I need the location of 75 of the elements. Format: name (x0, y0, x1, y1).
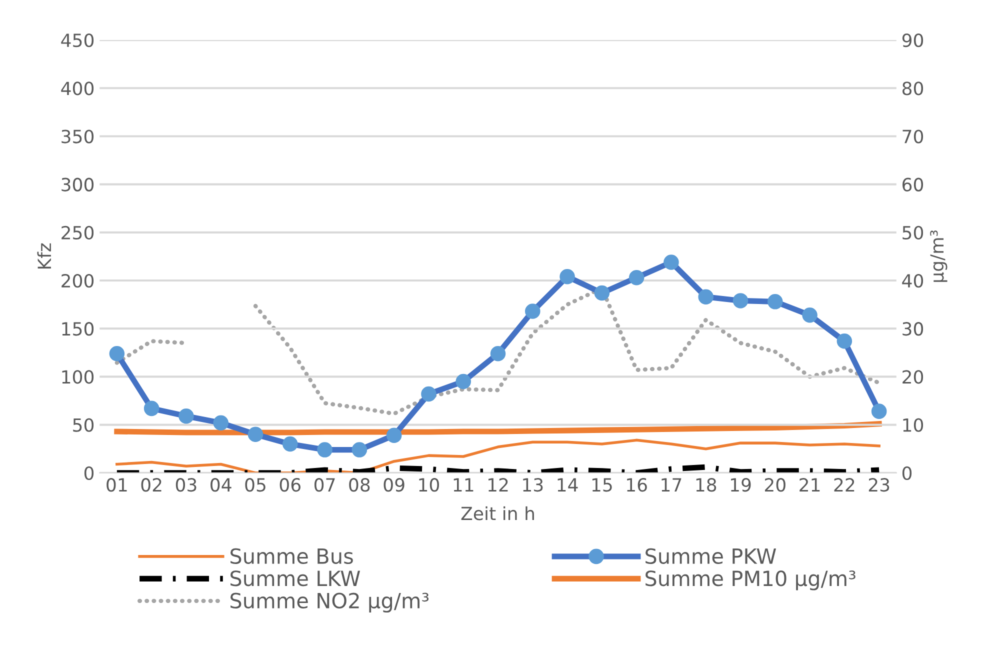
y-tick-label: 250 (62, 226, 94, 240)
y-tick-label: 150 (62, 322, 94, 336)
x-tick-label: 17 (662, 478, 682, 492)
point (732, 293, 748, 308)
x-tick-label: 19 (731, 478, 751, 492)
point (664, 254, 679, 270)
x-tick-label: 11 (454, 478, 474, 492)
point (525, 304, 540, 319)
x-axis-title: Zeit in h (461, 506, 534, 520)
x-tick-label: 22 (834, 478, 854, 492)
point (248, 426, 264, 442)
x-tick-label: 07 (314, 478, 335, 492)
x-tick-label: 08 (349, 478, 370, 492)
point (594, 285, 610, 301)
legend-label: Summe NO2 µg/m³ (230, 592, 429, 613)
x-tick-label: 02 (141, 478, 162, 492)
y-tick-label: 450 (61, 34, 94, 48)
y-tick-label: 100 (62, 370, 94, 384)
legend-label: Summe PM10 µg/m³ (646, 570, 856, 590)
y2-tick-label: 30 (902, 322, 924, 336)
point (352, 442, 368, 458)
y2-tick-label: 50 (902, 226, 924, 240)
x-tick-label: 05 (245, 478, 266, 492)
y2-tick-label: 60 (902, 178, 924, 192)
y2-tick-label: 10 (903, 418, 924, 432)
y-tick-label: 350 (62, 130, 94, 144)
x-tick-label: 23 (868, 478, 890, 492)
x-tick-label: 09 (384, 478, 404, 492)
y2-tick-label: 0 (902, 466, 912, 480)
point (178, 408, 194, 424)
x-tick-label: 16 (627, 478, 647, 492)
point (628, 270, 644, 286)
x-tick-label: 06 (280, 478, 300, 492)
x-tick-label: 01 (106, 478, 127, 492)
point (282, 436, 298, 452)
y-tick-label: 50 (73, 418, 94, 432)
point (456, 374, 471, 390)
point (490, 346, 506, 362)
point (560, 269, 575, 284)
x-tick-label: 20 (764, 478, 786, 492)
point (802, 307, 818, 323)
x-tick-label: 12 (488, 478, 508, 492)
point (768, 294, 783, 310)
x-tick-label: 14 (558, 478, 578, 492)
x-tick-label: 15 (592, 478, 612, 492)
point (109, 346, 125, 362)
point (871, 404, 887, 419)
y2-axis-title: µg/m³ (930, 230, 948, 282)
point (698, 289, 714, 304)
point (386, 428, 402, 443)
point (317, 442, 332, 458)
legend-label: Summe Bus (230, 548, 353, 564)
y2-tick-label: 20 (902, 370, 924, 384)
y2-tick-label: 40 (902, 274, 924, 288)
x-tick-label: 03 (176, 478, 196, 492)
y-tick-label: 200 (62, 274, 94, 288)
x-tick-label: 18 (696, 478, 716, 492)
line-series (116, 438, 880, 473)
legend-label: Summe PKW (646, 548, 776, 564)
point (836, 333, 852, 349)
point (421, 386, 436, 402)
y2-tick-label: 90 (902, 34, 924, 48)
y-axis-title: Kfz (37, 243, 51, 269)
x-tick-label: 10 (419, 478, 439, 492)
y2-tick-label: 80 (902, 82, 924, 96)
point (144, 400, 160, 416)
x-tick-label: 04 (210, 478, 232, 492)
y-tick-label: 400 (61, 82, 94, 96)
point (213, 415, 228, 430)
x-tick-label: 13 (523, 478, 543, 492)
legend-label: Summe LKW (230, 570, 360, 586)
y-tick-label: 0 (84, 466, 94, 480)
y2-tick-label: 70 (902, 130, 924, 144)
y-tick-label: 300 (62, 178, 94, 192)
x-tick-label: 21 (800, 478, 820, 492)
